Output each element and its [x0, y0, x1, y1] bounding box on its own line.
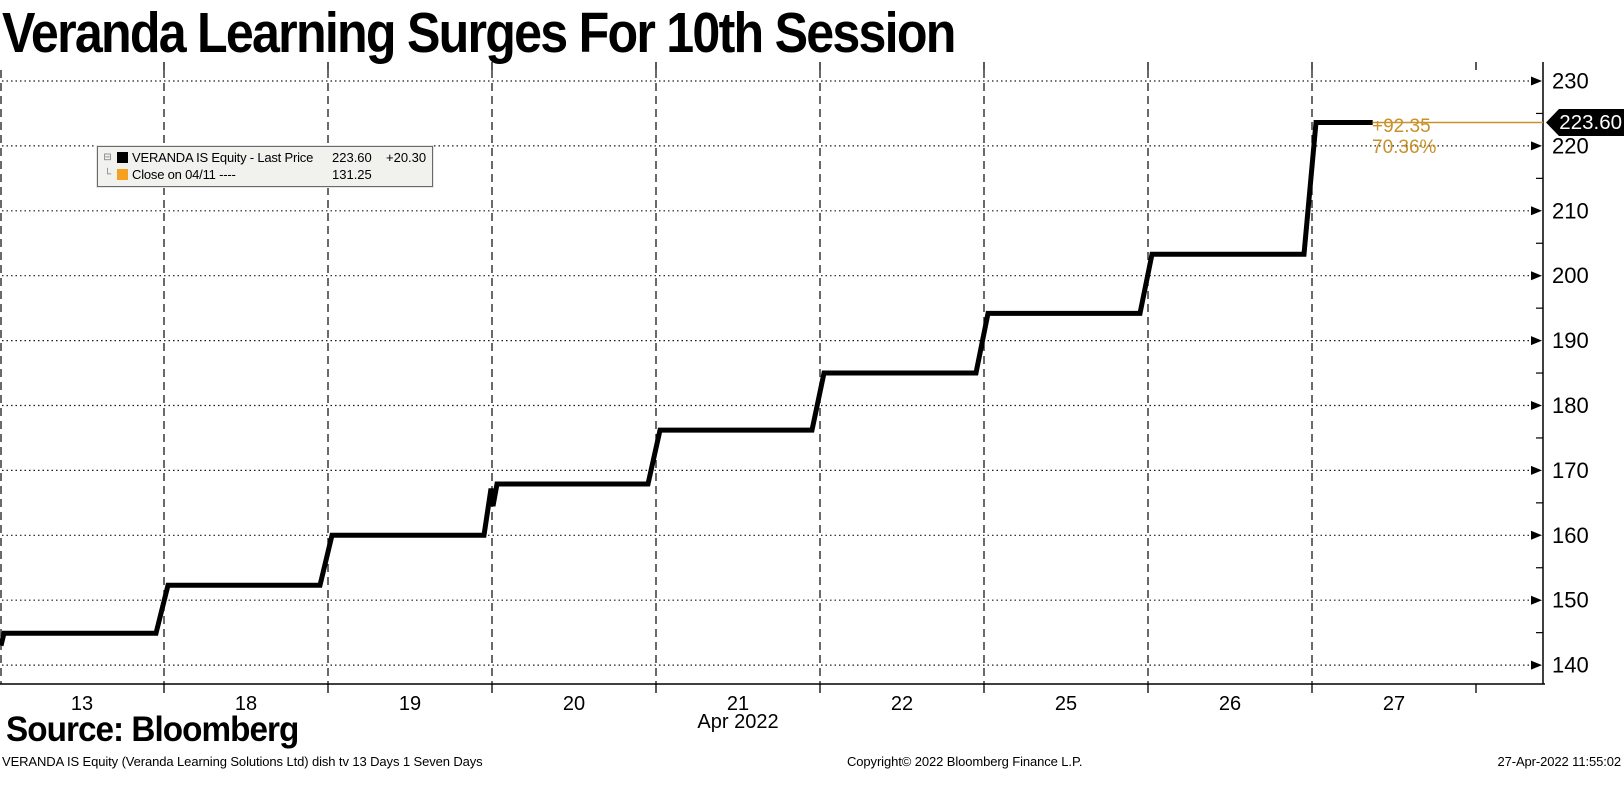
svg-text:150: 150	[1552, 588, 1589, 613]
legend-series-label: VERANDA IS Equity - Last Price	[132, 150, 314, 165]
svg-text:27: 27	[1383, 693, 1405, 715]
svg-text:160: 160	[1552, 523, 1589, 548]
svg-text:220: 220	[1552, 133, 1589, 158]
legend-reference-value: 131.25	[332, 167, 372, 182]
tree-expand-icon: ⊟	[103, 152, 112, 163]
svg-text:230: 230	[1552, 69, 1589, 94]
series-swatch-black	[117, 152, 128, 163]
legend-row-reference-close[interactable]: └ Close on 04/11 ---- 131.25	[102, 166, 428, 183]
svg-text:Apr 2022: Apr 2022	[697, 711, 778, 733]
svg-text:18: 18	[235, 693, 257, 715]
svg-text:26: 26	[1219, 693, 1241, 715]
svg-text:140: 140	[1552, 653, 1589, 678]
tree-branch-icon: └	[103, 169, 112, 180]
footer-copyright: Copyright© 2022 Bloomberg Finance L.P.	[847, 754, 1083, 769]
svg-text:200: 200	[1552, 263, 1589, 288]
source-label: Source: Bloomberg	[6, 710, 299, 749]
chart-legend: ⊟ VERANDA IS Equity - Last Price 223.60 …	[97, 146, 433, 187]
legend-series-change: +20.30	[386, 150, 427, 165]
svg-text:13: 13	[71, 693, 93, 715]
pct-change-label: 70.36%	[1372, 137, 1437, 158]
svg-text:170: 170	[1552, 458, 1589, 483]
net-change-label: +92.35	[1372, 116, 1431, 137]
footer-timestamp: 27-Apr-2022 11:55:02	[1497, 754, 1621, 769]
svg-text:190: 190	[1552, 328, 1589, 353]
svg-text:19: 19	[399, 693, 421, 715]
svg-text:22: 22	[891, 693, 913, 715]
legend-series-value: 223.60	[332, 150, 372, 165]
footer-security-info: VERANDA IS Equity (Veranda Learning Solu…	[2, 754, 483, 769]
svg-text:21: 21	[727, 693, 749, 715]
legend-reference-label: Close on 04/11 ----	[132, 167, 236, 182]
svg-text:180: 180	[1552, 393, 1589, 418]
series-swatch-orange	[117, 169, 128, 180]
last-price-tag: 223.60	[1546, 109, 1624, 136]
svg-text:210: 210	[1552, 198, 1589, 223]
legend-row-last-price[interactable]: ⊟ VERANDA IS Equity - Last Price 223.60 …	[102, 149, 428, 166]
price-annotation: +92.35 70.36%	[1372, 116, 1436, 158]
svg-text:20: 20	[563, 693, 585, 715]
svg-text:25: 25	[1055, 693, 1077, 715]
chart-title: Veranda Learning Surges For 10th Session	[2, 1, 956, 65]
